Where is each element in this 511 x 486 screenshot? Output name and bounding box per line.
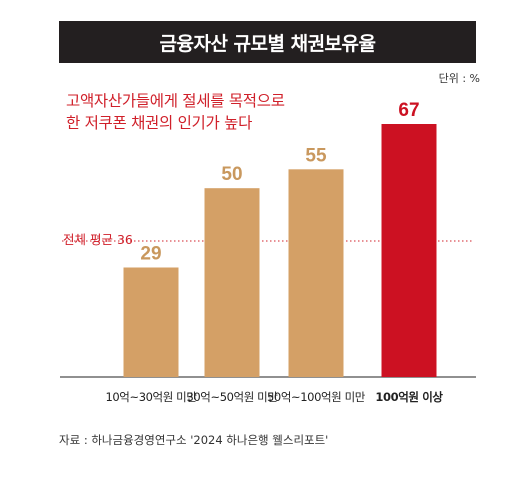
- bar-1: [123, 267, 179, 377]
- bar-value-label-2: 50: [221, 164, 242, 185]
- x-tick-label-1: 10억~30억원 미만: [105, 390, 197, 404]
- x-tick-label-2: 30억~50억원 미만: [186, 390, 278, 404]
- bar-value-label-1: 29: [140, 243, 161, 264]
- annotation-line-1: 고액자산가들에게 절세를 목적으로: [66, 92, 285, 110]
- bar-value-label-4: 67: [398, 100, 419, 121]
- x-tick-label-3: 50억~100억원 미만: [267, 390, 366, 404]
- bar-value-label-3: 55: [305, 145, 327, 166]
- chart-title: 금융자산 규모별 채권보유율: [59, 21, 476, 63]
- unit-label: 단위 : %: [438, 72, 480, 85]
- bar-4: [381, 124, 437, 377]
- average-label: 전체 평균 36: [63, 232, 133, 247]
- bar-3: [288, 169, 344, 377]
- annotation: 고액자산가들에게 절세를 목적으로 한 저쿠폰 채권의 인기가 높다: [66, 90, 285, 134]
- source-note: 자료 : 하나금융경영연구소 '2024 하나은행 웰스리포트': [59, 433, 329, 447]
- annotation-line-2: 한 저쿠폰 채권의 인기가 높다: [66, 114, 253, 132]
- bar-2: [204, 188, 260, 377]
- x-tick-label-4: 100억원 이상: [375, 390, 443, 404]
